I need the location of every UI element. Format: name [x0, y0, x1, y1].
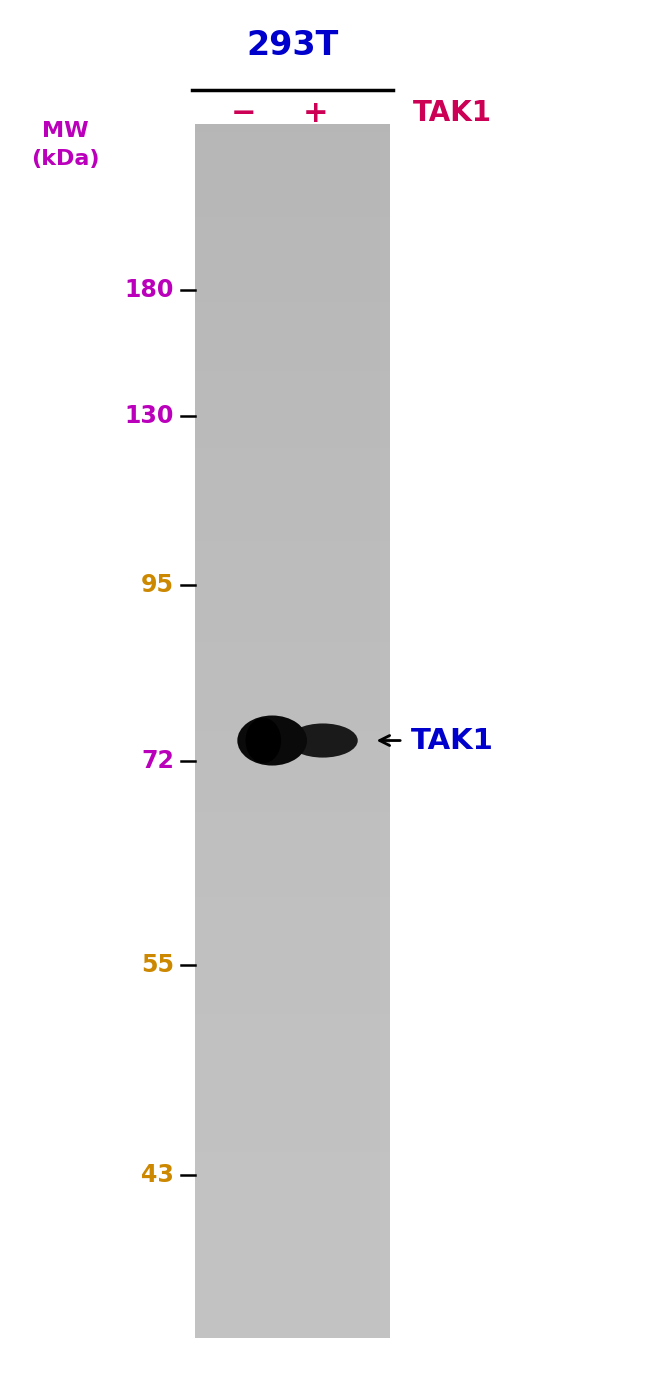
Text: 72: 72	[141, 749, 174, 774]
Ellipse shape	[288, 724, 358, 757]
Text: 130: 130	[125, 404, 174, 429]
Ellipse shape	[237, 716, 307, 765]
Text: +: +	[302, 98, 328, 128]
Text: 180: 180	[125, 277, 174, 302]
Text: −: −	[231, 98, 257, 128]
Text: TAK1: TAK1	[413, 99, 492, 127]
Ellipse shape	[246, 717, 281, 764]
Text: TAK1: TAK1	[411, 727, 494, 754]
Text: MW: MW	[42, 121, 88, 141]
Bar	[195, 124, 390, 1338]
Text: (kDa): (kDa)	[31, 149, 99, 168]
Text: 95: 95	[141, 572, 174, 597]
Text: 55: 55	[141, 953, 174, 978]
Text: 293T: 293T	[246, 29, 339, 62]
Text: 43: 43	[141, 1162, 174, 1187]
